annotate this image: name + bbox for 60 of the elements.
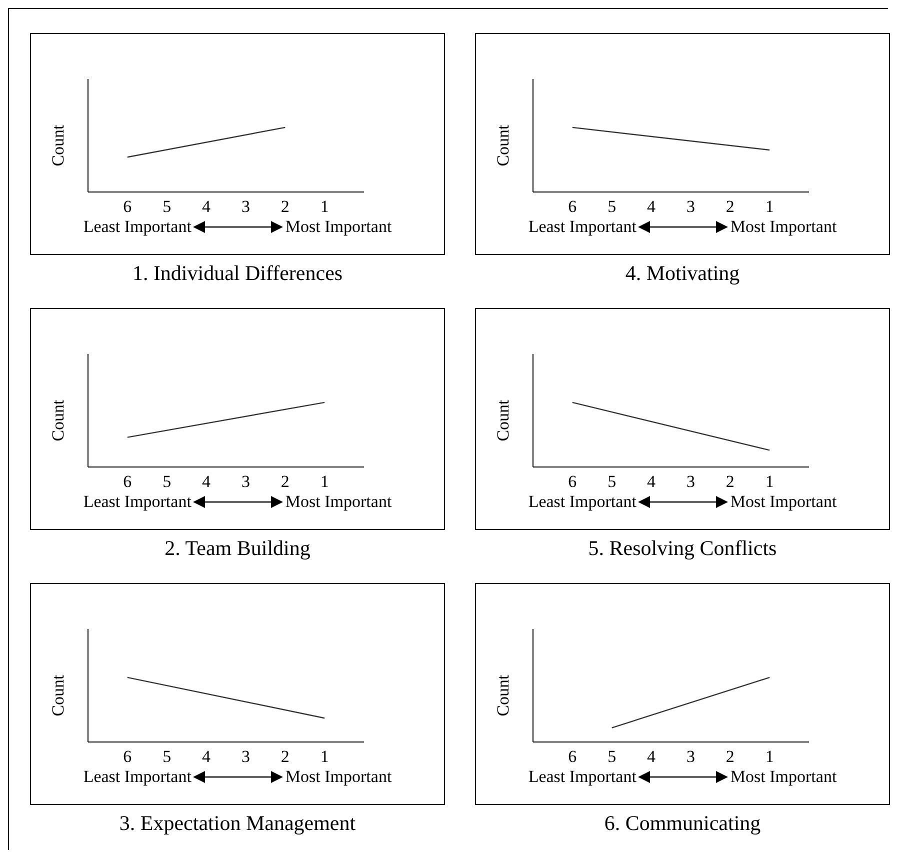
x-tick-label: 1 bbox=[320, 472, 329, 492]
x-tick-label: 5 bbox=[162, 747, 172, 766]
text: 2. Team Building bbox=[164, 536, 312, 561]
x-tick-label: 6 bbox=[568, 197, 577, 216]
x-tick-label: 5 bbox=[608, 747, 616, 766]
x-tick-label: 2 bbox=[726, 747, 734, 766]
x-tick-label: 2 bbox=[726, 472, 734, 492]
x-tick-label: 3 bbox=[686, 747, 695, 766]
x-tick-label: 4 bbox=[202, 472, 212, 492]
y-axis-title: Count bbox=[48, 399, 68, 442]
x-tick-label: 3 bbox=[241, 747, 250, 766]
x-tick-label: 4 bbox=[647, 197, 656, 216]
x-tick-label: 5 bbox=[608, 472, 616, 492]
x-tick-label: 5 bbox=[608, 197, 616, 216]
x-tick-label: 6 bbox=[123, 472, 132, 492]
x-tick-label: 4 bbox=[202, 197, 212, 216]
x-tick-label: 3 bbox=[241, 197, 250, 216]
text: Least Important bbox=[83, 217, 192, 237]
text: Most Important bbox=[285, 217, 392, 237]
x-tick-label: 5 bbox=[162, 472, 172, 492]
text: Most Important bbox=[730, 767, 837, 787]
text: Most Important bbox=[285, 492, 392, 512]
x-tick-label: 5 bbox=[162, 197, 172, 216]
text: 5. Resolving Conflicts bbox=[587, 536, 778, 561]
text: Least Important bbox=[83, 492, 192, 512]
x-tick-label: 3 bbox=[241, 472, 250, 492]
text: 4. Motivating bbox=[624, 261, 741, 286]
y-axis-title: Count bbox=[48, 674, 68, 716]
x-tick-label: 6 bbox=[123, 747, 132, 766]
y-axis-title: Count bbox=[494, 399, 512, 442]
x-tick-label: 6 bbox=[123, 197, 132, 216]
x-tick-label: 1 bbox=[765, 472, 774, 492]
text: Most Important bbox=[730, 492, 837, 512]
x-tick-label: 1 bbox=[320, 197, 329, 216]
text: 1. Individual Differences bbox=[131, 261, 344, 286]
x-tick-label: 4 bbox=[647, 747, 656, 766]
x-tick-label: 2 bbox=[280, 472, 290, 492]
x-tick-label: 2 bbox=[280, 747, 290, 766]
x-tick-label: 4 bbox=[202, 747, 212, 766]
x-tick-label: 3 bbox=[686, 197, 695, 216]
text: Least Important bbox=[83, 767, 192, 787]
y-axis-title: Count bbox=[494, 674, 512, 716]
x-tick-label: 1 bbox=[765, 197, 774, 216]
text: Most Important bbox=[285, 767, 392, 787]
text: Least Important bbox=[528, 492, 636, 512]
text: 3. Expectation Management bbox=[118, 811, 357, 836]
text: 6. Communicating bbox=[603, 811, 762, 836]
y-axis-title: Count bbox=[48, 124, 68, 166]
text: Least Important bbox=[528, 217, 636, 237]
x-tick-label: 4 bbox=[647, 472, 656, 492]
x-tick-label: 3 bbox=[686, 472, 695, 492]
x-tick-label: 2 bbox=[726, 197, 734, 216]
x-tick-label: 1 bbox=[320, 747, 329, 766]
x-tick-label: 6 bbox=[568, 472, 577, 492]
y-axis-title: Count bbox=[494, 124, 512, 166]
text: Least Important bbox=[528, 767, 636, 787]
x-tick-label: 2 bbox=[280, 197, 290, 216]
x-tick-label: 6 bbox=[568, 747, 577, 766]
text: Most Important bbox=[730, 217, 837, 237]
x-tick-label: 1 bbox=[765, 747, 774, 766]
